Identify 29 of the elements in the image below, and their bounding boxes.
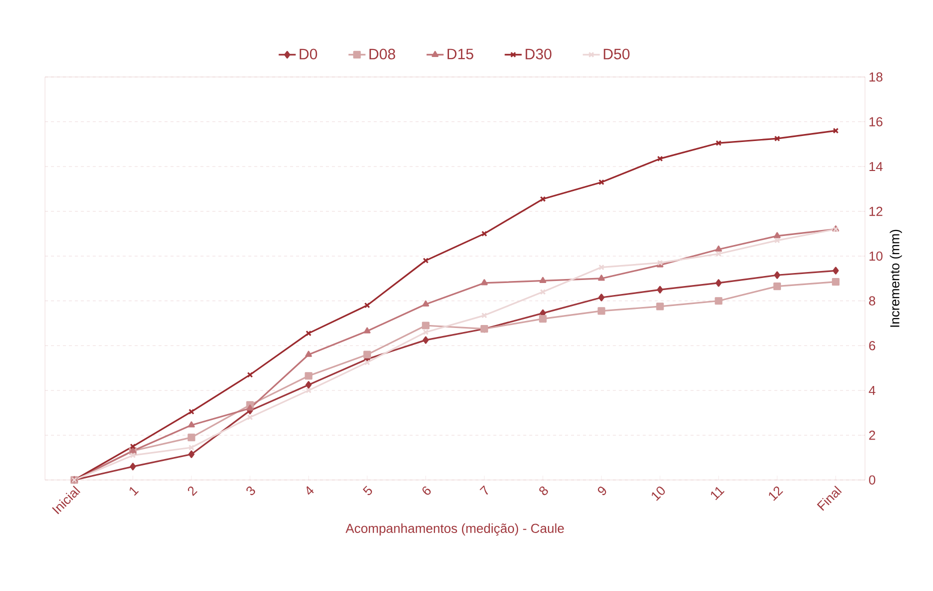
y-tick-label: 2 [869,430,876,440]
legend-label: D30 [526,48,552,60]
legend-label: D50 [604,48,630,60]
y-axis-title: Incremento (mm) [890,230,902,327]
x-tick-label: 5 [362,486,372,496]
y-tick-label: 18 [870,72,882,82]
y-tick-label: 12 [870,206,882,216]
y-tick-label: 6 [869,341,876,350]
y-tick-label: 16 [870,117,882,126]
x-tick-label: 2 [188,486,198,496]
x-tick-label: 1 [130,486,139,496]
legend-label: D0 [300,48,318,60]
x-tick-label: 9 [598,486,606,496]
legend-label: D15 [448,48,474,60]
x-tick-label: 8 [539,486,548,496]
x-tick-label: 7 [480,485,488,495]
y-tick-label: 8 [869,296,876,306]
legend-label: D08 [370,48,396,60]
x-tick-label: 6 [422,486,431,495]
x-axis-title: Acompanhamentos (medição) - Caule [346,523,564,536]
x-tick-label: 10 [652,486,665,501]
x-tick-label: 3 [246,486,256,496]
y-tick-label: 4 [868,386,876,395]
x-tick-label: 4 [306,486,314,495]
x-tick-label: 12 [768,486,784,501]
y-tick-label: 10 [870,251,882,261]
x-tick-label: 11 [710,486,724,500]
y-tick-label: 14 [870,162,883,172]
y-tick-label: 0 [869,475,876,485]
